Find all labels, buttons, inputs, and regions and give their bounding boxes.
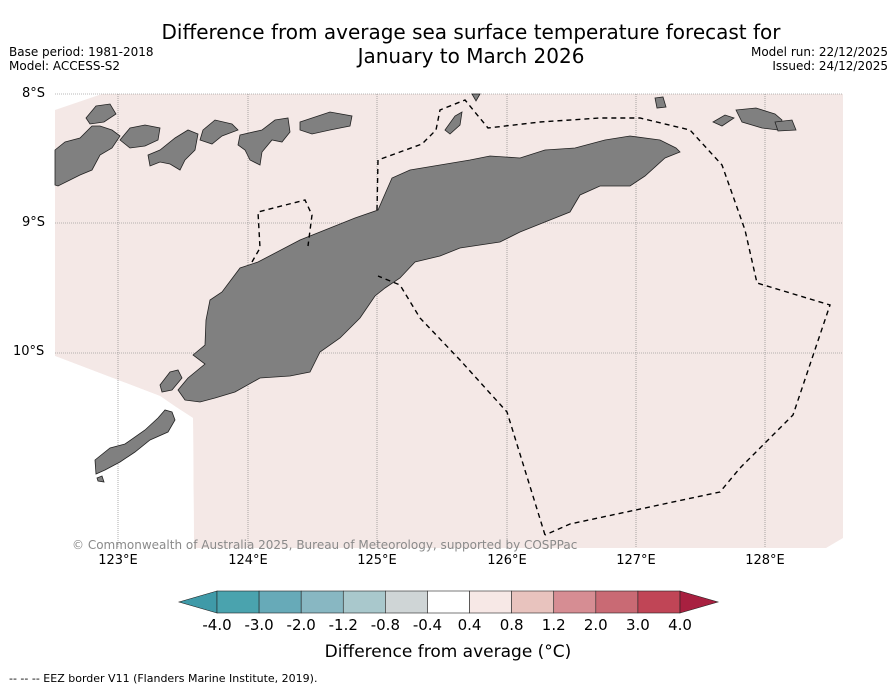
colorbar-tick-label: -0.8	[370, 616, 400, 634]
colorbar-tick-label: 4.0	[668, 616, 692, 634]
small-islet-1	[444, 111, 463, 135]
colorbar-tick-label: 1.2	[541, 616, 566, 634]
lembata-island	[147, 129, 199, 171]
map-title: Difference from average sea surface temp…	[120, 20, 822, 68]
colorbar-segment	[469, 590, 512, 614]
eez-borders	[251, 99, 831, 536]
colorbar-segment	[553, 590, 597, 614]
semau-island	[159, 369, 183, 393]
colorbar-tick-label: 3.0	[625, 616, 650, 634]
alor-island	[237, 117, 291, 166]
lon-label-125e: 125°E	[357, 553, 397, 568]
rote-island	[94, 409, 176, 475]
lat-label-10s: 10°S	[13, 344, 45, 359]
model-run: Model run: 22/12/2025	[750, 45, 888, 59]
timor-island	[177, 135, 681, 403]
small-islet-2	[654, 96, 667, 109]
lon-label-126e: 126°E	[487, 553, 527, 568]
eez-border-east	[376, 99, 831, 536]
sea-anomaly-area	[55, 94, 843, 548]
title-line-2: January to March 2026	[357, 44, 585, 68]
colorbar-tick-label: 0.8	[499, 616, 524, 634]
eez-border-west	[377, 275, 546, 536]
colorbar-segment	[385, 590, 428, 614]
small-islet-5	[712, 114, 735, 127]
issued-date: Issued: 24/12/2025	[772, 59, 888, 73]
adonara-island	[119, 124, 161, 149]
lon-label-123e: 123°E	[98, 553, 138, 568]
colorbar-tick-label: -3.0	[244, 616, 274, 634]
solor-islet	[85, 103, 117, 125]
colorbar-segment	[342, 590, 386, 614]
lon-label-124e: 124°E	[228, 553, 268, 568]
colorbar-segment	[595, 590, 639, 614]
lat-label-9s: 9°S	[22, 215, 46, 230]
lon-label-127e: 127°E	[616, 553, 656, 568]
colorbar-tick-label: -1.2	[328, 616, 358, 634]
copyright-notice: © Commonwealth of Australia 2025, Bureau…	[72, 538, 578, 552]
colorbar-extend-low	[177, 590, 218, 614]
colorbar	[177, 590, 720, 614]
wetar-west	[299, 111, 353, 135]
colorbar-tick-label: 0.4	[457, 616, 482, 634]
colorbar-segment	[258, 590, 302, 614]
eez-border-oecusse	[251, 199, 313, 263]
land-masses	[54, 93, 797, 483]
meta-left: Base period: 1981-2018 Model: ACCESS-S2	[9, 45, 154, 73]
base-period: Base period: 1981-2018	[9, 45, 154, 59]
model-name: Model: ACCESS-S2	[9, 59, 121, 73]
ndao-islet	[96, 475, 105, 483]
colorbar-tick-label: -2.0	[286, 616, 316, 634]
pantar-island	[199, 119, 239, 145]
flores-east	[54, 125, 121, 187]
colorbar-tick-label: -0.4	[412, 616, 443, 634]
small-islet-4	[774, 119, 797, 132]
colorbar-segment	[427, 590, 470, 614]
colorbar-tick-label: 2.0	[583, 616, 608, 634]
colorbar-extend-high	[679, 590, 720, 614]
eez-footnote: -- -- -- EEZ border V11 (Flanders Marine…	[9, 672, 318, 685]
colorbar-title: Difference from average (°C)	[324, 642, 572, 662]
colorbar-segment	[300, 590, 344, 614]
small-islet-6	[471, 93, 481, 102]
colorbar-segment	[511, 590, 555, 614]
colorbar-segment	[637, 590, 681, 614]
meta-right: Model run: 22/12/2025 Issued: 24/12/2025	[751, 45, 888, 73]
title-line-1: Difference from average sea surface temp…	[161, 20, 781, 44]
colorbar-tick-label: -4.0	[202, 616, 232, 634]
lat-label-8s: 8°S	[22, 86, 46, 101]
colorbar-segment	[216, 590, 260, 614]
lon-label-128e: 128°E	[745, 553, 785, 568]
